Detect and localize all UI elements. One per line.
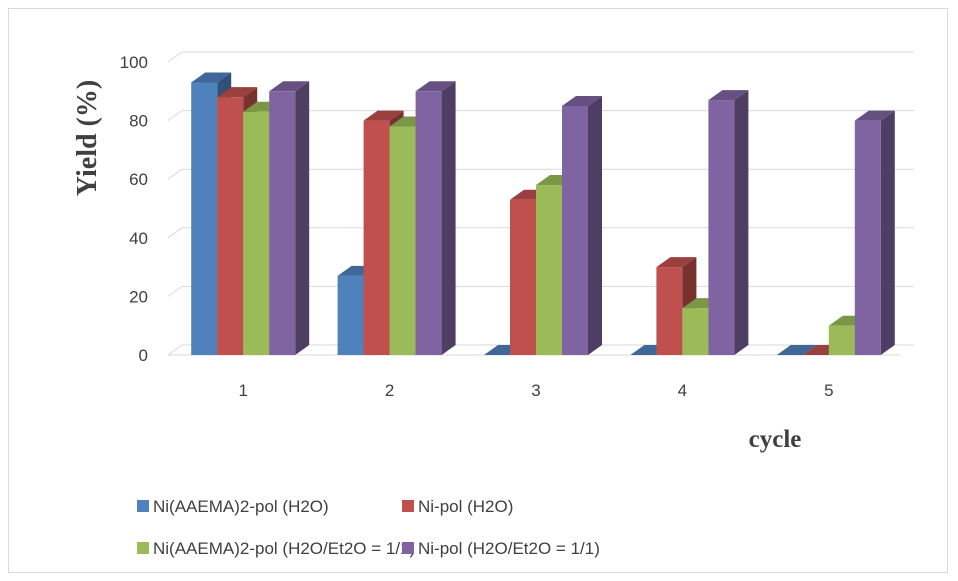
bar bbox=[708, 90, 749, 355]
gridline-diagonal bbox=[167, 51, 183, 63]
bar bbox=[776, 345, 817, 355]
legend-item: Ni(AAEMA)2-pol (H2O) bbox=[137, 497, 329, 516]
x-tick-label: 2 bbox=[385, 381, 394, 400]
y-tick-labels: 0 20 40 60 80 100 bbox=[120, 53, 148, 365]
y-tick-label: 60 bbox=[129, 170, 148, 189]
legend-label: Ni-pol (H2O) bbox=[418, 497, 513, 516]
y-tick-label: 100 bbox=[120, 53, 148, 72]
legend-label: Ni(AAEMA)2-pol (H2O) bbox=[153, 497, 329, 516]
y-tick-label: 0 bbox=[139, 346, 148, 365]
legend-item: Ni-pol (H2O/Et2O = 1/1) bbox=[402, 539, 600, 558]
gridline-diagonal bbox=[167, 110, 183, 122]
x-tick-label: 4 bbox=[678, 381, 687, 400]
x-tick-labels: 1 2 3 4 5 bbox=[238, 381, 833, 400]
legend: Ni(AAEMA)2-pol (H2O) Ni-pol (H2O) Ni(AAEMA… bbox=[137, 497, 600, 558]
chart-frame bbox=[8, 8, 948, 573]
y-tick-label: 40 bbox=[129, 229, 148, 248]
gridline-diagonal bbox=[167, 285, 183, 297]
legend-label: Ni-pol (H2O/Et2O = 1/1) bbox=[418, 539, 600, 558]
legend-swatch bbox=[402, 500, 414, 512]
x-tick-label: 5 bbox=[824, 381, 833, 400]
bar bbox=[269, 81, 310, 356]
x-axis-title: cycle bbox=[749, 426, 802, 453]
x-tick-label: 1 bbox=[238, 381, 247, 400]
y-axis-title: Yield (%) bbox=[72, 80, 103, 196]
y-tick-label: 80 bbox=[129, 112, 148, 131]
legend-item: Ni-pol (H2O) bbox=[402, 497, 513, 516]
legend-swatch bbox=[137, 542, 149, 554]
legend-swatch bbox=[137, 500, 149, 512]
bar bbox=[854, 110, 895, 355]
bars bbox=[191, 72, 895, 356]
x-tick-label: 3 bbox=[531, 381, 540, 400]
gridline-diagonal bbox=[167, 344, 183, 356]
gridline-diagonal bbox=[167, 227, 183, 239]
legend-swatch bbox=[402, 542, 414, 554]
gridline-diagonal bbox=[167, 168, 183, 180]
bar bbox=[562, 95, 602, 355]
legend-item: Ni(AAEMA)2-pol (H2O/Et2O = 1/1) bbox=[137, 539, 415, 558]
y-tick-label: 20 bbox=[129, 287, 148, 306]
legend-label: Ni(AAEMA)2-pol (H2O/Et2O = 1/1) bbox=[153, 539, 415, 558]
bar bbox=[415, 81, 456, 356]
